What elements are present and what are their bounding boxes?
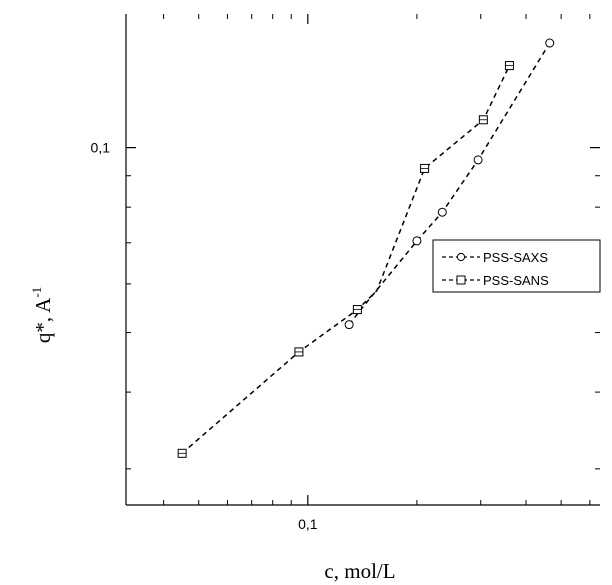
- series-line-saxs: [348, 42, 551, 326]
- data-point-saxs: [473, 155, 483, 165]
- legend-label-sans: PSS-SANS: [483, 273, 549, 288]
- axes-frame: [125, 14, 600, 506]
- data-point-saxs: [344, 320, 354, 330]
- y-axis-label-superscript: -1: [29, 287, 44, 298]
- data-point-sans: [504, 61, 514, 71]
- y-axis-label-group: q*, A-1: [29, 287, 55, 343]
- data-point-saxs: [545, 38, 555, 48]
- data-point-sans: [478, 115, 488, 125]
- tick-marks: [126, 14, 600, 505]
- data-point-saxs: [437, 207, 447, 217]
- y-axis-label-main: q*, A: [31, 297, 55, 343]
- legend: PSS-SAXS PSS-SANS: [432, 239, 601, 293]
- legend-marker-sans: [456, 275, 466, 285]
- data-point-sans: [420, 163, 430, 173]
- data-point-sans: [352, 305, 362, 315]
- series-layer: [177, 38, 555, 458]
- data-point-sans: [294, 347, 304, 357]
- legend-label-saxs: PSS-SAXS: [483, 250, 548, 265]
- y-axis-label: q*, A-1: [29, 287, 55, 343]
- data-point-sans: [177, 448, 187, 458]
- data-point-saxs: [412, 236, 422, 246]
- x-tick-label: 0,1: [298, 516, 318, 532]
- legend-marker-saxs: [456, 252, 466, 262]
- y-tick-label: 0,1: [91, 140, 111, 156]
- x-axis-label: c, mol/L: [324, 559, 395, 583]
